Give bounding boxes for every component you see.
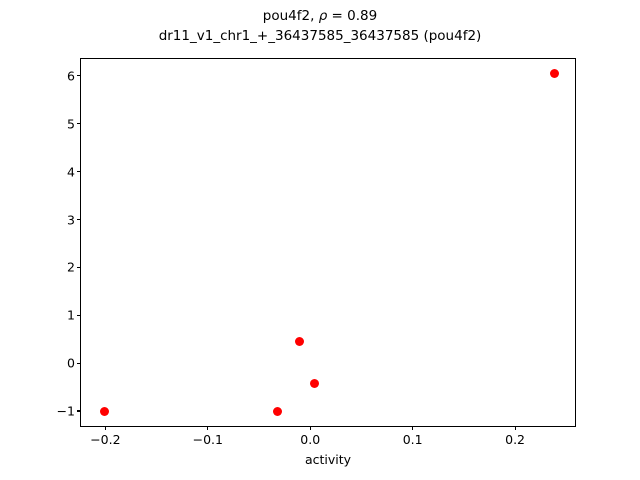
x-axis-tick-label: −0.1 <box>192 432 223 447</box>
y-axis-tick-mark <box>77 75 81 77</box>
scatter-point <box>549 68 559 78</box>
title-gene-name: pou4f2 <box>262 8 311 24</box>
x-axis-tick-label: −0.2 <box>90 432 121 447</box>
x-axis-tick-mark <box>514 426 516 430</box>
chart-title-line-1: pou4f2, ρ = 0.89 <box>262 8 378 24</box>
x-axis-tick-mark <box>412 426 414 430</box>
y-axis-tick-label: 4 <box>67 164 75 180</box>
y-axis-tick-mark <box>77 410 81 412</box>
scatter-point <box>99 407 109 417</box>
x-axis-tick-label: 0.1 <box>402 432 423 447</box>
y-axis-tick-mark <box>77 362 81 364</box>
y-axis-tick-mark <box>77 266 81 268</box>
x-axis-tick-mark <box>104 426 106 430</box>
x-axis-label: activity <box>304 452 352 467</box>
y-axis-tick-label: 0 <box>67 355 75 371</box>
y-axis-tick-label: 2 <box>67 259 75 275</box>
x-axis-tick-mark <box>207 426 209 430</box>
plot-axes-frame: −1 0 1 2 3 4 5 6 −0.2 −0.1 0.0 0.1 0.2 <box>57 58 576 447</box>
x-axis-tick-label: 0.2 <box>505 432 526 447</box>
y-axis-tick-mark <box>77 171 81 173</box>
chart-title: pou4f2, ρ = 0.89 dr11_v1_chr1_+_36437585… <box>0 6 640 46</box>
scatter-point <box>272 407 282 417</box>
y-axis-tick-label: −1 <box>56 403 75 419</box>
scatter-point <box>309 378 319 388</box>
y-axis-tick-label: 3 <box>67 212 75 228</box>
y-axis-tick-mark <box>77 314 81 316</box>
scatter-point <box>295 337 305 347</box>
y-axis-tick-label: 5 <box>67 116 75 132</box>
title-rho-symbol: ρ <box>318 8 328 24</box>
x-axis-tick-mark <box>309 426 311 430</box>
y-axis-tick-mark <box>77 219 81 221</box>
y-axis-tick-mark <box>77 123 81 125</box>
x-axis-tick-label: 0.0 <box>300 432 321 447</box>
title-rho-value: 0.89 <box>347 8 378 24</box>
y-axis-tick-label: 6 <box>67 68 75 84</box>
plot-data-area <box>81 59 575 426</box>
chart-title-line-2: dr11_v1_chr1_+_36437585_36437585 (pou4f2… <box>158 28 482 44</box>
y-axis-tick-label: 1 <box>67 307 75 323</box>
